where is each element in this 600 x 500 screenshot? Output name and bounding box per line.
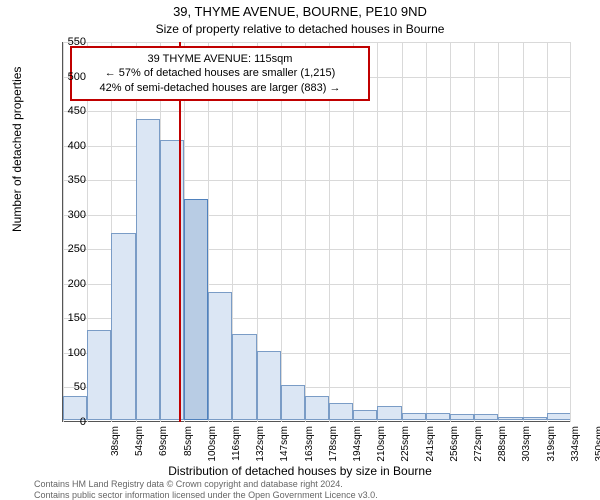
footer-line-1: Contains HM Land Registry data © Crown c… [34, 479, 378, 489]
ytick-label: 100 [46, 347, 86, 359]
gridline-v [450, 42, 451, 422]
gridline-v [570, 42, 571, 422]
gridline-h [63, 111, 571, 112]
ytick-label: 250 [46, 243, 86, 255]
histogram-bar [402, 413, 426, 420]
histogram-bar [111, 233, 135, 420]
xtick-label: 100sqm [207, 426, 218, 466]
histogram-bar [474, 414, 498, 420]
histogram-bar [523, 417, 547, 420]
xtick-label: 319sqm [546, 426, 557, 466]
chart-title: 39, THYME AVENUE, BOURNE, PE10 9ND [0, 4, 600, 19]
xtick-label: 178sqm [328, 426, 339, 466]
xtick-label: 163sqm [304, 426, 315, 466]
xtick-label: 334sqm [570, 426, 581, 466]
histogram-bar [329, 403, 353, 420]
annotation-line-2: ← 57% of detached houses are smaller (1,… [80, 66, 360, 80]
annotation-line-1: 39 THYME AVENUE: 115sqm [80, 52, 360, 66]
gridline-v [402, 42, 403, 422]
annotation-box: 39 THYME AVENUE: 115sqm ← 57% of detache… [70, 46, 370, 101]
ytick-label: 450 [46, 105, 86, 117]
xtick-label: 241sqm [425, 426, 436, 466]
xtick-label: 54sqm [134, 426, 145, 466]
histogram-bar [281, 385, 305, 420]
histogram-bar [136, 119, 160, 420]
footer-line-2: Contains public sector information licen… [34, 490, 378, 500]
ytick-label: 350 [46, 174, 86, 186]
histogram-bar [305, 396, 329, 420]
xtick-label: 225sqm [400, 426, 411, 466]
xtick-label: 38sqm [110, 426, 121, 466]
y-axis-label: Number of detached properties [10, 67, 24, 232]
xtick-label: 194sqm [352, 426, 363, 466]
ytick-label: 200 [46, 278, 86, 290]
histogram-bar [547, 413, 571, 420]
histogram-bar [208, 292, 232, 420]
chart-area: 39 THYME AVENUE: 115sqm ← 57% of detache… [62, 42, 570, 422]
histogram-bar [87, 330, 111, 420]
histogram-bar [426, 413, 450, 420]
xtick-label: 350sqm [594, 426, 600, 466]
ytick-label: 300 [46, 209, 86, 221]
gridline-v [498, 42, 499, 422]
histogram-bar [232, 334, 256, 420]
xtick-label: 210sqm [376, 426, 387, 466]
xtick-label: 116sqm [231, 426, 242, 466]
xtick-label: 303sqm [521, 426, 532, 466]
xtick-label: 272sqm [473, 426, 484, 466]
x-axis-label: Distribution of detached houses by size … [0, 464, 600, 478]
chart-subtitle: Size of property relative to detached ho… [0, 22, 600, 36]
gridline-h [63, 42, 571, 43]
gridline-v [426, 42, 427, 422]
xtick-label: 85sqm [183, 426, 194, 466]
histogram-bar [377, 406, 401, 420]
ytick-label: 400 [46, 140, 86, 152]
histogram-bar [450, 414, 474, 420]
gridline-v [474, 42, 475, 422]
gridline-v [523, 42, 524, 422]
histogram-bar [498, 417, 522, 420]
xtick-label: 256sqm [449, 426, 460, 466]
xtick-label: 69sqm [158, 426, 169, 466]
xtick-label: 147sqm [279, 426, 290, 466]
histogram-bar [353, 410, 377, 420]
ytick-label: 0 [46, 416, 86, 428]
histogram-bar [257, 351, 281, 420]
ytick-label: 50 [46, 381, 86, 393]
gridline-v [547, 42, 548, 422]
xtick-label: 132sqm [255, 426, 266, 466]
xtick-label: 288sqm [497, 426, 508, 466]
histogram-bar [184, 199, 208, 420]
ytick-label: 500 [46, 71, 86, 83]
gridline-v [377, 42, 378, 422]
gridline-v [63, 42, 64, 422]
footer: Contains HM Land Registry data © Crown c… [34, 479, 378, 500]
ytick-label: 550 [46, 36, 86, 48]
annotation-line-3: 42% of semi-detached houses are larger (… [80, 81, 360, 95]
page: 39, THYME AVENUE, BOURNE, PE10 9ND Size … [0, 0, 600, 500]
ytick-label: 150 [46, 312, 86, 324]
